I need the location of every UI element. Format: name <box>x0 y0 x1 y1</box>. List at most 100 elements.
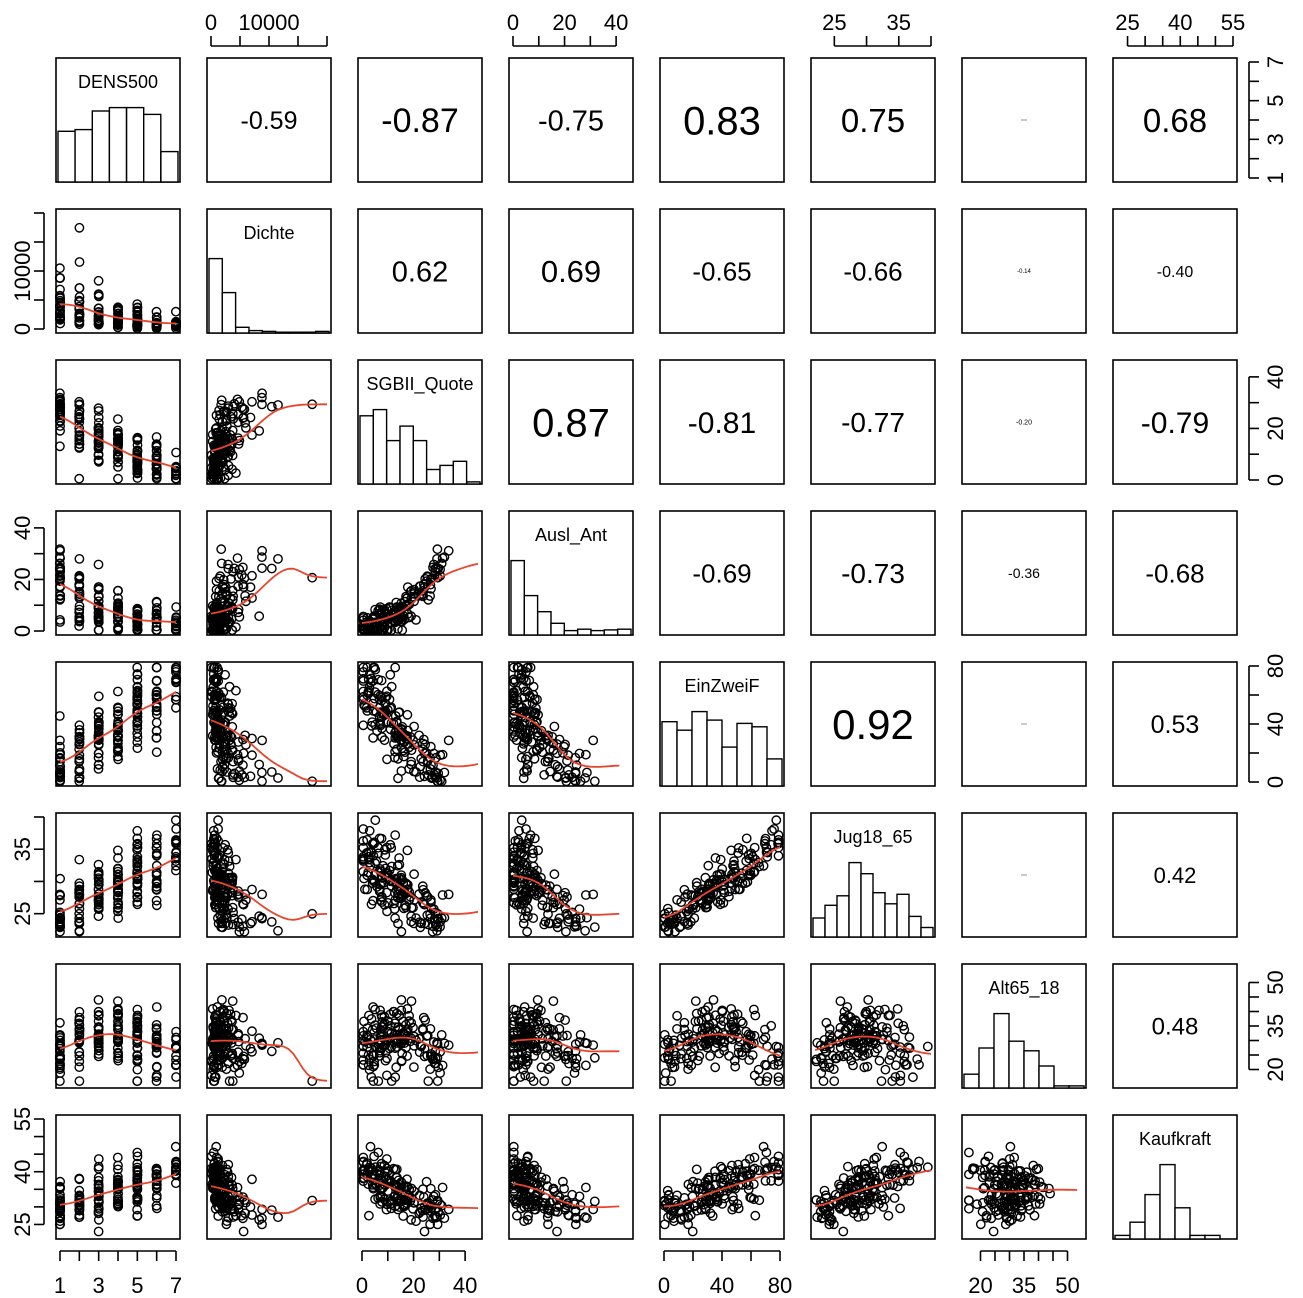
point-r4-c2-2 <box>382 754 392 765</box>
point-r2-c0-39 <box>171 447 182 458</box>
point-r6-c4-35 <box>660 1068 671 1078</box>
point-r3-c1-75 <box>211 576 222 586</box>
histogram-bar-dens500-0 <box>57 130 76 183</box>
correlation-r2-c3: 0.87 <box>532 401 610 445</box>
point-r3-c1-140 <box>233 581 244 592</box>
point-r6-c3-62 <box>539 1076 550 1087</box>
point-r7-c1-23 <box>247 1174 257 1185</box>
panel-frame-r1-c6 <box>961 208 1087 334</box>
point-r6-c5-95 <box>886 1050 897 1061</box>
point-r3-c1-114 <box>273 554 283 564</box>
correlation-r2-c4: -0.81 <box>688 407 756 440</box>
point-r5-c2-67 <box>402 845 413 856</box>
point-r2-c1-155 <box>207 436 218 447</box>
point-r2-c1-168 <box>239 404 250 415</box>
variable-label-sgbii-quote: SGBII_Quote <box>366 374 473 395</box>
point-r6-c0-113 <box>132 1076 143 1087</box>
point-r2-c1-143 <box>236 402 247 413</box>
panel-frame-r2-c6 <box>961 359 1087 485</box>
correlation-r1-c6: -0.14 <box>1017 269 1031 275</box>
point-r7-c6-55 <box>1005 1141 1016 1152</box>
correlation-r3-c7: -0.68 <box>1145 558 1204 588</box>
point-r6-c3-79 <box>540 1051 551 1061</box>
histogram-bar-jug18-65-2 <box>836 895 850 938</box>
panel-frame-r2-c4 <box>659 359 785 485</box>
histogram-bar-sgbii-quote-1 <box>372 408 388 485</box>
point-r2-c0-68 <box>93 412 104 423</box>
point-r1-c0-125 <box>55 273 65 283</box>
point-r6-c0-165 <box>74 1056 85 1067</box>
histogram-bar-jug18-65-0 <box>812 917 826 938</box>
point-r6-c2-41 <box>381 1070 392 1081</box>
point-r3-c0-76 <box>132 604 143 615</box>
point-r3-c1-166 <box>230 622 241 632</box>
histogram-bar-einzweif-0 <box>661 721 678 787</box>
histogram-bar-dens500-2 <box>91 110 111 183</box>
point-r7-c2-112 <box>406 1214 416 1225</box>
point-r6-c4-109 <box>714 1048 725 1059</box>
tick-label-top-kaufkraft-2: 55 <box>1221 10 1245 35</box>
correlation-r0-c2: -0.87 <box>381 102 459 140</box>
point-r5-c3-30 <box>528 913 539 923</box>
point-r6-c4-156 <box>730 1061 741 1072</box>
point-r2-c0-147 <box>74 414 85 425</box>
point-r6-c3-45 <box>532 995 543 1005</box>
point-r6-c3-41 <box>520 1070 531 1081</box>
point-r2-c0-50 <box>74 443 85 453</box>
point-r2-c1-132 <box>212 437 223 448</box>
point-r3-c1-125 <box>257 563 267 574</box>
point-r2-c0-136 <box>151 473 162 484</box>
point-r3-c0-132 <box>113 606 123 617</box>
point-r3-c1-154 <box>212 601 223 611</box>
point-r3-c1-139 <box>228 566 239 577</box>
histogram-bar-einzweif-6 <box>751 726 768 787</box>
variable-label-alt65-18: Alt65_18 <box>988 978 1059 999</box>
correlation-r0-c1: -0.59 <box>241 107 298 135</box>
point-r2-c0-144 <box>113 473 123 484</box>
point-r4-c0-167 <box>94 707 104 717</box>
point-r6-c1-97 <box>227 996 238 1006</box>
point-r7-c5-55 <box>877 1141 888 1152</box>
point-r2-c1-22 <box>256 392 267 403</box>
point-r7-c2-73 <box>437 1182 448 1193</box>
point-r3-c1-120 <box>257 545 267 556</box>
histogram-bar-sgbii-quote-3 <box>399 425 415 485</box>
panel-frame-r0-c4 <box>659 57 785 183</box>
point-r6-c4-131 <box>672 1010 682 1021</box>
point-r7-c1-114 <box>273 1212 283 1223</box>
smoother-line-r3-c0 <box>59 583 177 624</box>
point-r3-c1-167 <box>219 614 229 625</box>
histogram-bar-ausl-ant-3 <box>550 622 566 636</box>
point-r7-c4-101 <box>760 1176 771 1186</box>
panel-frame-r2-c5 <box>810 359 936 485</box>
point-r6-c1-23 <box>247 1026 257 1037</box>
point-r6-c3-97 <box>548 996 559 1006</box>
point-r1-c0-129 <box>113 303 124 313</box>
point-r3-c0-70 <box>74 621 85 631</box>
point-r6-c0-107 <box>132 1064 143 1075</box>
point-r6-c3-146 <box>508 1076 519 1087</box>
correlation-r1-c3: 0.69 <box>541 254 601 289</box>
point-r6-c3-16 <box>545 1062 555 1073</box>
point-r3-c1-168 <box>239 573 250 583</box>
point-r5-c4-158 <box>769 824 779 834</box>
point-r6-c0-74 <box>74 1076 85 1087</box>
correlation-r0-c7: 0.68 <box>1143 102 1207 139</box>
point-r3-c1-127 <box>226 574 237 584</box>
histogram-bar-jug18-65-6 <box>884 903 898 938</box>
point-r3-c1-115 <box>220 582 231 592</box>
point-r3-c0-163 <box>151 625 162 635</box>
point-r3-c0-51 <box>151 603 162 613</box>
histogram-bar-einzweif-2 <box>691 710 708 787</box>
point-r7-c1-68 <box>238 1226 249 1237</box>
point-r3-c0-123 <box>93 625 104 635</box>
point-r3-c1-143 <box>236 570 247 580</box>
point-r7-c3-122 <box>589 1196 600 1207</box>
panel-frame-r1-c2 <box>357 208 483 334</box>
point-r7-c4-160 <box>691 1164 702 1175</box>
panel-frame-r0-c1 <box>206 57 332 183</box>
point-r5-c0-72 <box>170 815 181 826</box>
point-r3-c0-114 <box>74 554 85 564</box>
point-r5-c4-76 <box>741 833 752 844</box>
